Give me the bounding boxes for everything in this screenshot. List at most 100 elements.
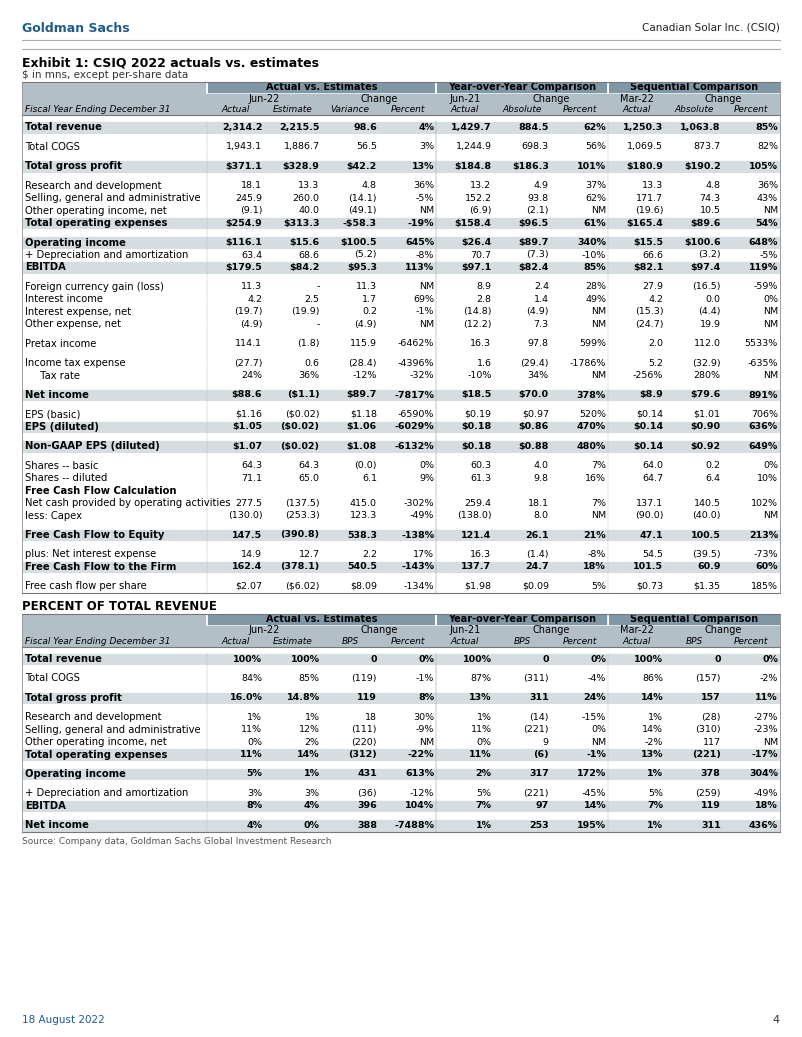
Text: -635%: -635% bbox=[747, 359, 778, 368]
Text: 0%: 0% bbox=[419, 654, 434, 664]
Text: 62%: 62% bbox=[585, 194, 606, 202]
Bar bbox=[22, 692, 780, 704]
Text: 97: 97 bbox=[536, 802, 549, 810]
Text: 14%: 14% bbox=[641, 694, 663, 702]
Text: -10%: -10% bbox=[467, 371, 492, 381]
Bar bbox=[22, 421, 780, 433]
Text: 3%: 3% bbox=[419, 142, 434, 151]
Text: 11%: 11% bbox=[755, 694, 778, 702]
Bar bbox=[22, 484, 780, 497]
Text: 5533%: 5533% bbox=[745, 339, 778, 348]
Text: 26.1: 26.1 bbox=[525, 531, 549, 539]
Text: 613%: 613% bbox=[405, 769, 434, 779]
Text: BPS: BPS bbox=[342, 637, 358, 645]
Text: 162.4: 162.4 bbox=[232, 562, 262, 571]
Text: $97.1: $97.1 bbox=[461, 263, 492, 272]
Text: NM: NM bbox=[763, 511, 778, 521]
Text: 18: 18 bbox=[365, 712, 377, 722]
Text: 2%: 2% bbox=[305, 737, 320, 747]
Text: (111): (111) bbox=[351, 725, 377, 734]
Text: 21%: 21% bbox=[584, 531, 606, 539]
Text: (28.4): (28.4) bbox=[348, 359, 377, 368]
Text: Actual vs. Estimates: Actual vs. Estimates bbox=[265, 83, 378, 92]
Text: (137.5): (137.5) bbox=[285, 499, 320, 508]
Text: -73%: -73% bbox=[754, 550, 778, 559]
Text: NM: NM bbox=[763, 319, 778, 329]
Text: Percent: Percent bbox=[734, 637, 768, 645]
Text: 65.0: 65.0 bbox=[298, 474, 320, 482]
Bar bbox=[22, 472, 780, 484]
Text: 0: 0 bbox=[542, 654, 549, 664]
Text: 1%: 1% bbox=[476, 820, 492, 830]
Text: (29.4): (29.4) bbox=[520, 359, 549, 368]
Text: 60%: 60% bbox=[755, 562, 778, 571]
Text: 13.3: 13.3 bbox=[298, 181, 320, 190]
Text: $0.14: $0.14 bbox=[634, 422, 663, 431]
Text: -7488%: -7488% bbox=[395, 820, 434, 830]
Text: Total gross profit: Total gross profit bbox=[25, 693, 122, 703]
Text: Pretax income: Pretax income bbox=[25, 339, 96, 348]
Text: -134%: -134% bbox=[403, 582, 434, 591]
Bar bbox=[22, 672, 780, 684]
Text: 66.6: 66.6 bbox=[642, 251, 663, 259]
Text: $89.6: $89.6 bbox=[691, 219, 721, 228]
Text: 0.2: 0.2 bbox=[706, 461, 721, 470]
Bar bbox=[22, 204, 780, 217]
Text: 280%: 280% bbox=[694, 371, 721, 381]
Text: 4.2: 4.2 bbox=[648, 295, 663, 304]
Text: -12%: -12% bbox=[353, 371, 377, 381]
Text: $84.2: $84.2 bbox=[290, 263, 320, 272]
Text: 0%: 0% bbox=[763, 461, 778, 470]
Text: 4.0: 4.0 bbox=[534, 461, 549, 470]
Text: less: Capex: less: Capex bbox=[25, 510, 82, 521]
Text: -9%: -9% bbox=[415, 725, 434, 734]
Text: -5%: -5% bbox=[415, 194, 434, 202]
Bar bbox=[22, 153, 780, 160]
Text: NM: NM bbox=[419, 319, 434, 329]
Bar bbox=[22, 666, 780, 672]
Text: 54%: 54% bbox=[755, 219, 778, 228]
Text: 11.3: 11.3 bbox=[356, 282, 377, 291]
Text: 100%: 100% bbox=[290, 654, 320, 664]
Text: 6.4: 6.4 bbox=[706, 474, 721, 482]
Text: 1,250.3: 1,250.3 bbox=[623, 123, 663, 132]
Text: 1%: 1% bbox=[647, 769, 663, 779]
Text: 599%: 599% bbox=[579, 339, 606, 348]
Text: $180.9: $180.9 bbox=[626, 162, 663, 171]
Text: (14): (14) bbox=[529, 712, 549, 722]
Text: Percent: Percent bbox=[734, 105, 768, 114]
Text: 18%: 18% bbox=[755, 802, 778, 810]
Text: 277.5: 277.5 bbox=[235, 499, 262, 508]
Text: Net cash provided by operating activities: Net cash provided by operating activitie… bbox=[25, 498, 231, 508]
Text: 9: 9 bbox=[543, 737, 549, 747]
Text: 4.2: 4.2 bbox=[247, 295, 262, 304]
Text: Variance: Variance bbox=[330, 105, 370, 114]
Text: 4.9: 4.9 bbox=[534, 181, 549, 190]
Text: 27.9: 27.9 bbox=[642, 282, 663, 291]
Text: -1786%: -1786% bbox=[569, 359, 606, 368]
Bar bbox=[22, 134, 780, 141]
Text: -49%: -49% bbox=[410, 511, 434, 521]
Text: $1.18: $1.18 bbox=[350, 410, 377, 419]
Text: 18.1: 18.1 bbox=[528, 499, 549, 508]
Text: 18 August 2022: 18 August 2022 bbox=[22, 1015, 105, 1025]
Text: Estimate: Estimate bbox=[273, 105, 313, 114]
Text: 5%: 5% bbox=[591, 582, 606, 591]
Text: -59%: -59% bbox=[754, 282, 778, 291]
Text: (4.9): (4.9) bbox=[354, 319, 377, 329]
Text: 104%: 104% bbox=[405, 802, 434, 810]
Text: $1.01: $1.01 bbox=[694, 410, 721, 419]
Text: Jun-22: Jun-22 bbox=[249, 625, 280, 635]
Text: 14.9: 14.9 bbox=[241, 550, 262, 559]
Text: -4396%: -4396% bbox=[398, 359, 434, 368]
Text: (311): (311) bbox=[523, 674, 549, 683]
Text: 8%: 8% bbox=[246, 802, 262, 810]
Text: (24.7): (24.7) bbox=[635, 319, 663, 329]
Text: 71.1: 71.1 bbox=[241, 474, 262, 482]
Text: Total operating expenses: Total operating expenses bbox=[25, 218, 168, 228]
Text: $190.2: $190.2 bbox=[684, 162, 721, 171]
Text: Income tax expense: Income tax expense bbox=[25, 358, 126, 368]
Text: 1,063.8: 1,063.8 bbox=[680, 123, 721, 132]
Text: Percent: Percent bbox=[391, 105, 425, 114]
Text: -2%: -2% bbox=[759, 674, 778, 683]
